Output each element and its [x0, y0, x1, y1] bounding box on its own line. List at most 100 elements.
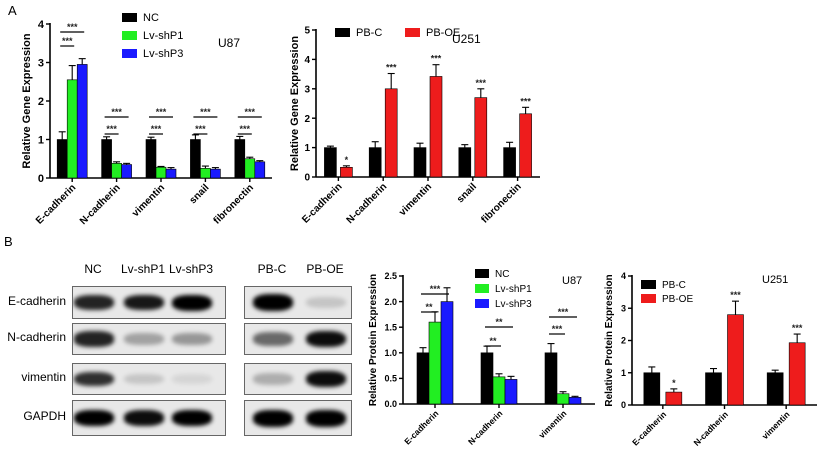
x-category-label: vimentin — [130, 182, 167, 219]
legend: PB-C PB-OE — [641, 280, 693, 305]
significance-marker: *** — [151, 124, 162, 134]
panel-label-a: A — [8, 3, 17, 18]
significance-marker: *** — [730, 290, 741, 300]
blot-band — [124, 373, 164, 385]
chart-title: U251 — [762, 274, 788, 286]
legend-label: Lv-shP1 — [143, 30, 183, 42]
lane-label: PB-OE — [306, 262, 344, 276]
lane-label: PB-C — [257, 262, 287, 276]
blot-band — [74, 371, 114, 387]
legend-label: PB-C — [662, 280, 686, 291]
blot-band — [74, 294, 114, 311]
y-tick-label: 1.5 — [384, 322, 397, 332]
blot-band — [253, 294, 293, 311]
bar — [56, 139, 68, 179]
x-category-label: E-cadherin — [402, 408, 440, 446]
bar — [165, 168, 177, 179]
significance-marker: ** — [489, 336, 497, 346]
blot-row-label: GAPDH — [23, 409, 66, 423]
legend-swatch — [641, 294, 656, 303]
y-tick-label: 2.0 — [384, 297, 397, 307]
bar — [788, 342, 806, 406]
legend-label: PB-OE — [662, 294, 693, 305]
bar — [254, 161, 266, 179]
bar — [458, 147, 472, 178]
y-tick-label: 4 — [621, 271, 626, 281]
x-category-label: N-cadherin — [78, 182, 123, 227]
y-tick-label: 0.0 — [384, 399, 397, 409]
y-tick-label: 2 — [621, 336, 626, 346]
y-axis-label: Relative Protein Expression — [368, 274, 379, 406]
y-tick-label: 3 — [304, 84, 310, 95]
legend-label: PB-OE — [426, 27, 460, 39]
x-category-label: vimentin — [397, 181, 434, 218]
blot-band — [172, 332, 212, 346]
significance-marker: * — [345, 155, 349, 165]
y-tick-label: 0 — [621, 400, 626, 410]
bar — [200, 168, 211, 179]
y-tick-label: 2 — [304, 114, 310, 125]
y-axis-label: Relative Protein Expression — [604, 274, 615, 406]
legend-swatch — [122, 49, 137, 58]
significance-marker: *** — [106, 124, 117, 134]
blot-row-label: vimentin — [21, 370, 66, 384]
legend-label: Lv-shP3 — [495, 299, 532, 310]
blot-band — [306, 330, 346, 348]
y-tick-label: 0.5 — [384, 374, 397, 384]
legend-swatch — [122, 13, 137, 22]
significance-marker: *** — [386, 63, 397, 73]
chart-A-U87-gene: 0 1 2 3 4 Relative Gene Expression E-cadherin *… — [21, 12, 272, 227]
bar — [111, 163, 122, 179]
significance-marker: *** — [476, 78, 487, 88]
bar — [519, 113, 532, 178]
legend: PB-C PB-OE — [335, 27, 460, 39]
blot-band — [253, 409, 293, 427]
significance-marker: *** — [67, 22, 78, 32]
bar — [244, 158, 256, 179]
y-tick-label: 0 — [304, 173, 310, 184]
blot-strip-right — [244, 323, 352, 355]
bar — [492, 376, 506, 405]
significance-marker: *** — [62, 36, 73, 46]
blot-strip-right — [244, 400, 352, 436]
y-tick-label: 2 — [38, 96, 44, 108]
chart-title: U87 — [562, 275, 582, 287]
y-tick-label: 4 — [38, 19, 45, 31]
legend-label: NC — [143, 12, 159, 24]
bar — [556, 393, 570, 405]
bar — [429, 76, 443, 178]
blot-band — [74, 331, 114, 347]
blot-row-label: E-cadherin — [7, 293, 66, 308]
blot-strip-left — [72, 286, 226, 319]
blot-band — [172, 373, 212, 385]
y-tick-label: 2.5 — [384, 271, 397, 281]
bar — [121, 164, 132, 179]
significance-marker: *** — [558, 307, 569, 317]
bar — [66, 79, 78, 179]
legend-swatch — [335, 28, 350, 37]
x-category-label: E-cadherin — [300, 181, 344, 225]
blot-band — [124, 410, 164, 426]
significance-marker: * — [672, 378, 676, 388]
legend-label: Lv-shP3 — [143, 48, 183, 60]
y-tick-label: 5 — [304, 26, 310, 37]
chart-B-U251-protein: 0 1 2 3 4 Relative Protein Expression E-cadher… — [604, 271, 817, 448]
legend-label: PB-C — [356, 27, 382, 39]
significance-marker: *** — [245, 107, 256, 117]
significance-marker: ** — [495, 317, 503, 327]
x-category-label: N-cadherin — [691, 409, 729, 447]
x-category-label: E-cadherin — [34, 182, 78, 226]
blot-band — [253, 332, 293, 346]
y-tick-label: 1 — [38, 134, 44, 146]
y-tick-label: 0 — [38, 173, 44, 185]
bar — [101, 139, 112, 179]
y-tick-label: 3 — [38, 57, 44, 69]
blot-strip-left — [72, 400, 226, 436]
bar — [190, 139, 201, 179]
bar — [504, 379, 518, 405]
bar — [705, 372, 722, 406]
bar — [440, 301, 454, 405]
y-axis-label: Relative Gene Expression — [21, 33, 33, 168]
x-category-label: vimentin — [537, 408, 569, 440]
